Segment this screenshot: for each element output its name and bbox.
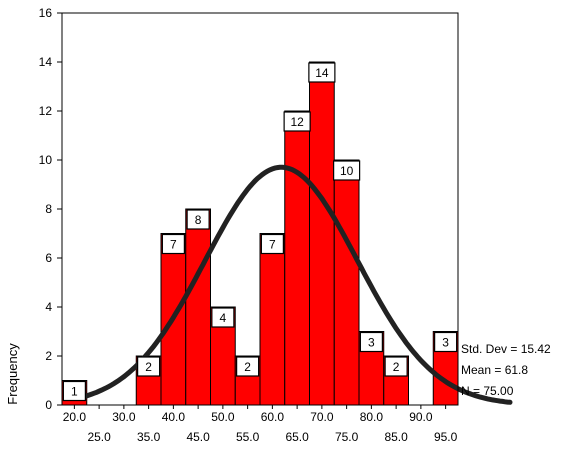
y-axis: 0 2 4 6 8 10 12 14 16 — [39, 6, 62, 412]
x-tick-label: 65.0 — [285, 430, 309, 444]
count-label-box — [186, 209, 210, 230]
x-tick-label: 25.0 — [87, 430, 111, 444]
histogram-bar — [333, 159, 360, 406]
count-label-box — [434, 331, 458, 353]
stat-line: Std. Dev = 15.42 — [461, 342, 551, 356]
count-label: 7 — [269, 238, 276, 252]
count-label-box — [333, 160, 361, 181]
count-label: 3 — [368, 336, 375, 350]
count-label-box — [260, 233, 284, 255]
count-label-box — [308, 62, 336, 83]
x-tick-label: 90.0 — [409, 410, 433, 424]
count-label: 1 — [71, 385, 78, 399]
count-label: 2 — [393, 360, 400, 374]
histogram-bar — [309, 61, 335, 406]
y-tick-label: 12 — [39, 104, 53, 118]
x-tick-label: 60.0 — [261, 410, 285, 424]
stat-line: Mean = 61.8 — [461, 363, 528, 377]
x-tick-label: 40.0 — [162, 410, 186, 424]
x-tick-label: 85.0 — [384, 430, 408, 444]
count-label: 10 — [340, 164, 354, 178]
count-label: 2 — [145, 360, 152, 374]
x-tick-label: 95.0 — [434, 430, 458, 444]
count-label-box — [384, 356, 408, 377]
histogram-bar — [284, 110, 310, 406]
x-tick-label: 55.0 — [236, 430, 260, 444]
stat-line: N = 75.00 — [461, 384, 514, 398]
x-tick-label: 30.0 — [112, 410, 136, 424]
y-tick-label: 4 — [45, 300, 52, 314]
count-label: 12 — [290, 115, 304, 129]
x-tick-label: 70.0 — [310, 410, 334, 424]
x-tick-label: 50.0 — [211, 410, 235, 424]
x-tick-label: 80.0 — [360, 410, 384, 424]
y-tick-label: 14 — [39, 55, 53, 69]
count-label-box — [62, 380, 86, 402]
count-label-box — [211, 307, 235, 328]
x-axis: 20.0 30.0 40.0 50.0 60.0 70.0 80.0 90.0 25.0 35.0… — [63, 405, 458, 444]
y-tick-label: 10 — [39, 153, 53, 167]
histogram-bar — [185, 208, 211, 406]
count-label: 2 — [244, 360, 251, 374]
count-label-box — [236, 356, 260, 377]
y-tick-label: 16 — [39, 6, 53, 20]
count-label: 3 — [442, 336, 449, 350]
x-tick-label: 45.0 — [186, 430, 210, 444]
count-label: 14 — [315, 66, 329, 80]
count-label-box — [359, 331, 383, 353]
x-tick-label: 35.0 — [137, 430, 161, 444]
count-label-box — [137, 356, 161, 377]
count-label-box — [283, 111, 311, 132]
count-label: 8 — [195, 213, 202, 227]
normal-curve — [81, 164, 513, 405]
y-tick-label: 0 — [45, 398, 52, 412]
y-tick-label: 8 — [45, 202, 52, 216]
y-tick-label: 2 — [45, 349, 52, 363]
count-label-box — [161, 233, 185, 255]
histogram-bars — [61, 61, 459, 406]
count-label: 4 — [220, 311, 227, 325]
y-tick-label: 6 — [45, 251, 52, 265]
count-label: 7 — [170, 238, 177, 252]
y-axis-label: Frequency — [5, 343, 20, 405]
stats-box: Std. Dev = 15.42 Mean = 61.8 N = 75.00 — [461, 342, 551, 398]
x-tick-label: 75.0 — [335, 430, 359, 444]
x-tick-label: 20.0 — [63, 410, 87, 424]
histogram-bar — [259, 233, 286, 406]
